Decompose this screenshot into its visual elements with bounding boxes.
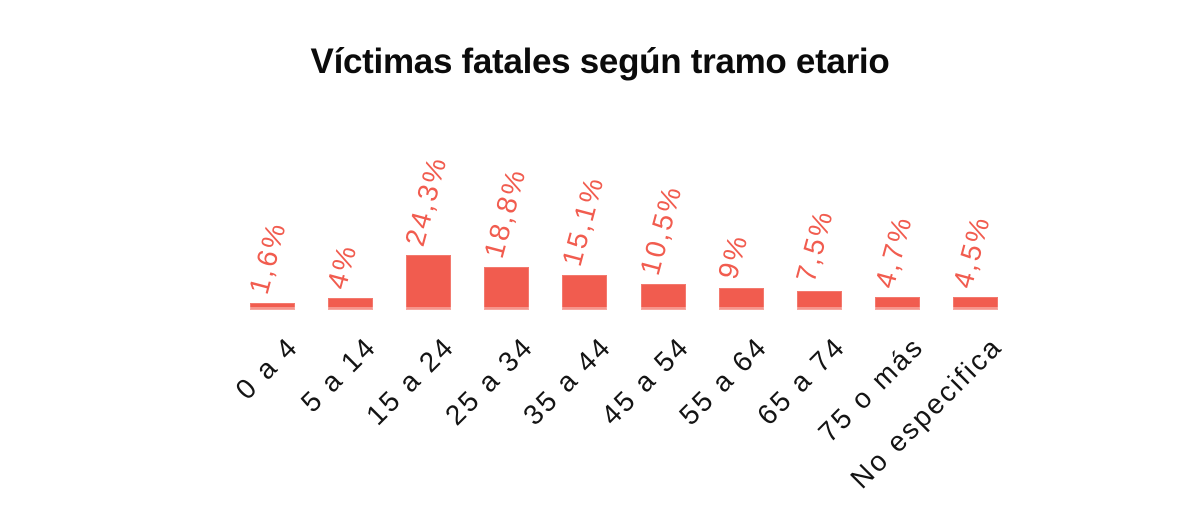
chart-title: Víctimas fatales según tramo etario: [310, 42, 890, 81]
bar: [796, 291, 842, 310]
category-label: No especifica: [844, 330, 1009, 495]
bar: [718, 288, 764, 310]
value-label: 10,5%: [634, 181, 688, 279]
value-label: 9%: [712, 230, 754, 283]
bar: [562, 275, 608, 310]
bar: [405, 255, 451, 310]
bar: [640, 284, 686, 310]
value-label: 4,5%: [946, 211, 996, 292]
value-label: 18,8%: [477, 164, 532, 262]
category-label: 0 a 4: [229, 330, 305, 406]
value-label: 4%: [321, 240, 363, 293]
value-label: 15,1%: [555, 172, 610, 270]
value-label: 4,7%: [868, 211, 918, 292]
value-label: 7,5%: [790, 205, 840, 286]
bar: [249, 303, 295, 310]
value-label: 24,3%: [399, 152, 454, 250]
bar: [484, 267, 530, 310]
bar: [875, 297, 921, 310]
value-label: 1,6%: [243, 217, 293, 298]
bar: [327, 298, 373, 310]
bar: [953, 297, 999, 310]
